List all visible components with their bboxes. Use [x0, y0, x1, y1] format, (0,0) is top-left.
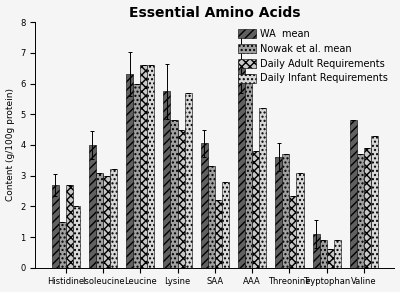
Bar — [163, 91, 170, 268]
Bar — [289, 196, 296, 268]
Bar — [133, 84, 140, 268]
Bar — [275, 157, 282, 268]
Bar — [110, 169, 117, 268]
Bar — [282, 154, 289, 268]
Bar — [103, 175, 110, 268]
Bar — [126, 74, 133, 268]
Bar — [238, 65, 245, 268]
Bar — [312, 234, 320, 268]
Y-axis label: Content (g/100g protein): Content (g/100g protein) — [6, 88, 14, 201]
Legend: WA  mean, Nowak et al. mean, Daily Adult Requirements, Daily Infant Requirements: WA mean, Nowak et al. mean, Daily Adult … — [236, 27, 390, 86]
Bar — [52, 185, 59, 268]
Bar — [357, 154, 364, 268]
Bar — [89, 145, 96, 268]
Bar — [66, 185, 73, 268]
Bar — [320, 240, 327, 268]
Bar — [245, 74, 252, 268]
Bar — [334, 240, 341, 268]
Bar — [147, 65, 154, 268]
Bar — [259, 108, 266, 268]
Bar — [201, 143, 208, 268]
Bar — [327, 249, 334, 268]
Bar — [350, 120, 357, 268]
Bar — [296, 173, 304, 268]
Bar — [364, 148, 371, 268]
Bar — [252, 151, 259, 268]
Bar — [185, 93, 192, 268]
Bar — [222, 182, 229, 268]
Bar — [215, 200, 222, 268]
Bar — [140, 65, 147, 268]
Bar — [59, 222, 66, 268]
Bar — [178, 130, 185, 268]
Bar — [96, 173, 103, 268]
Bar — [208, 166, 215, 268]
Bar — [170, 120, 178, 268]
Bar — [371, 136, 378, 268]
Bar — [73, 206, 80, 268]
Title: Essential Amino Acids: Essential Amino Acids — [129, 6, 300, 20]
